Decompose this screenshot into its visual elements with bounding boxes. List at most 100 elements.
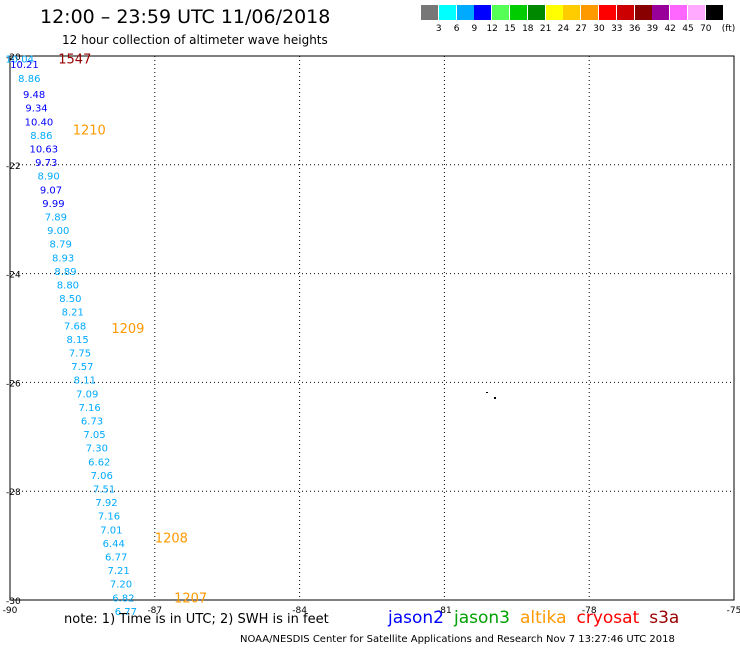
- wave-height-value: 8.86: [18, 74, 40, 85]
- wave-height-value: 8.15: [66, 335, 88, 346]
- footer-note: note: 1) Time is in UTC; 2) SWH is in fe…: [64, 612, 329, 627]
- satellite-legend: jason2 jason3 altika cryosat s3a: [388, 608, 689, 628]
- wave-height-value: 7.01: [100, 525, 122, 536]
- y-tick-label: -24: [6, 271, 21, 281]
- wave-height-value: 8.89: [54, 267, 76, 278]
- colorbar-swatch: [634, 5, 652, 20]
- wave-height-value: 10.04: [5, 55, 34, 66]
- island-speck: [494, 397, 496, 399]
- wave-height-value: 9.73: [35, 158, 57, 169]
- colorbar-label: 39: [646, 24, 659, 34]
- colorbar-swatch: [581, 5, 599, 20]
- pass-time-label: 1208: [155, 531, 188, 546]
- colorbar-swatch: [421, 5, 438, 20]
- colorbar-swatch: [492, 5, 510, 20]
- wave-height-value: 6.77: [115, 607, 137, 618]
- island-speck: [486, 392, 488, 393]
- chart-title: 12:00 – 23:59 UTC 11/06/2018: [40, 6, 331, 28]
- colorbar-label: 15: [504, 24, 516, 34]
- pass-time-label: 1207: [174, 591, 207, 606]
- y-tick-label: -22: [6, 162, 21, 172]
- wave-height-value: 10.21: [10, 60, 39, 71]
- y-tick-label: -30: [6, 597, 21, 607]
- wave-height-value: 6.73: [81, 416, 103, 427]
- satellite-jason3: jason3: [454, 608, 510, 628]
- wave-height-value: 7.57: [71, 362, 93, 373]
- x-tick-label: -81: [437, 606, 452, 616]
- colorbar-label: 33: [611, 24, 623, 34]
- wave-height-value: 7.16: [98, 512, 120, 523]
- wave-height-value: 8.50: [59, 294, 81, 305]
- colorbar-swatch: [705, 5, 723, 20]
- colorbar-label: 27: [575, 24, 587, 34]
- wave-height-value: 8.21: [62, 308, 84, 319]
- colorbar-label: 6: [453, 24, 460, 34]
- colorbar-label: 42: [664, 24, 676, 34]
- colorbar-label: 70: [700, 24, 712, 34]
- colorbar-swatch: [545, 5, 563, 20]
- wave-height-value: 8.86: [30, 131, 52, 142]
- wave-height-value: 7.92: [95, 498, 117, 509]
- colorbar-swatch: [456, 5, 474, 20]
- y-tick-label: -20: [6, 53, 21, 63]
- wave-height-value: 8.90: [37, 172, 59, 183]
- x-tick-label: -84: [292, 606, 307, 616]
- wave-height-value: 7.16: [79, 403, 101, 414]
- colorbar-label: 30: [593, 24, 605, 34]
- wave-height-value: 6.82: [112, 593, 134, 604]
- x-tick-label: -87: [147, 606, 162, 616]
- pass-time-label: 1210: [73, 123, 106, 138]
- wave-height-value: 6.62: [88, 457, 110, 468]
- footer-credit: NOAA/NESDIS Center for Satellite Applica…: [240, 634, 675, 645]
- wave-height-value: 8.11: [74, 376, 96, 387]
- colorbar-unit: (ft): [721, 24, 736, 34]
- wave-height-value: 6.77: [105, 552, 127, 563]
- satellite-jason2: jason2: [388, 608, 444, 628]
- wave-height-value: 8.80: [57, 280, 79, 291]
- wave-height-value: 7.21: [107, 566, 129, 577]
- colorbar-label: 3: [435, 24, 442, 34]
- colorbar-swatch: [599, 5, 616, 20]
- wave-height-value: 7.68: [64, 321, 86, 332]
- y-tick-label: -26: [6, 379, 21, 389]
- colorbar-label: 18: [522, 24, 534, 34]
- chart-subtitle: 12 hour collection of altimeter wave hei…: [62, 33, 328, 47]
- wave-height-value: 9.99: [42, 199, 64, 210]
- colorbar-label: 21: [539, 24, 552, 34]
- wave-height-value: 7.89: [45, 212, 67, 223]
- colorbar-label: 12: [486, 24, 498, 34]
- x-tick-label: -78: [582, 606, 597, 616]
- wave-height-value: 9.48: [23, 90, 45, 101]
- colorbar-swatch: [474, 5, 492, 20]
- colorbar-swatch: [670, 5, 688, 20]
- wave-height-value: 7.30: [86, 444, 108, 455]
- colorbar-swatch: [616, 5, 634, 20]
- colorbar-swatch: [438, 5, 456, 20]
- satellite-s3a: s3a: [649, 608, 680, 628]
- colorbar-swatch: [510, 5, 527, 20]
- wave-height-value: 7.20: [110, 580, 132, 591]
- colorbar-label: 36: [628, 24, 641, 34]
- wave-height-value: 9.34: [25, 104, 47, 115]
- wave-height-value: 7.06: [91, 471, 113, 482]
- wave-height-value: 7.09: [76, 389, 98, 400]
- colorbar-label: 45: [682, 24, 694, 34]
- pass-time-label: 1209: [111, 322, 144, 337]
- wave-height-value: 8.93: [52, 253, 74, 264]
- wave-height-value: 9.00: [47, 226, 69, 237]
- wave-height-value: 7.05: [83, 430, 105, 441]
- colorbar-swatch: [688, 5, 705, 20]
- wave-height-value: 7.75: [69, 348, 91, 359]
- y-tick-label: -28: [6, 488, 21, 498]
- colorbar-label: 9: [471, 24, 478, 34]
- wave-height-value: 8.79: [50, 240, 72, 251]
- wave-height-value: 6.44: [103, 539, 125, 550]
- x-tick-label: -90: [3, 606, 18, 616]
- colorbar-label: 24: [557, 24, 570, 34]
- colorbar-swatch: [527, 5, 545, 20]
- satellite-altika: altika: [520, 608, 567, 628]
- x-tick-label: -75: [727, 606, 740, 616]
- wave-height-value: 7.51: [93, 484, 115, 495]
- wave-height-value: 10.40: [25, 117, 54, 128]
